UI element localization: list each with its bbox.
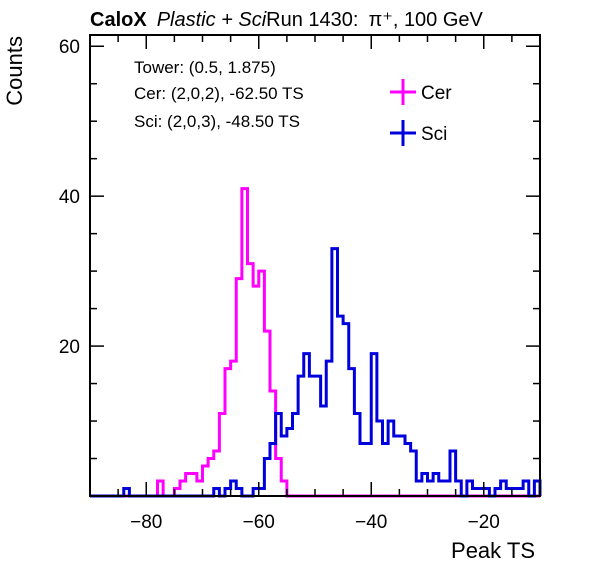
legend-marker-cer: [390, 79, 416, 105]
annotation-tower: Tower: (0.5, 1.875): [134, 58, 276, 77]
header-brand: CaloX: [90, 9, 147, 31]
x-tick-label: −40: [355, 512, 387, 533]
x-tick-label: −20: [468, 512, 500, 533]
y-tick-label: 20: [59, 337, 80, 358]
x-tick-label: −80: [130, 512, 162, 533]
annotation-sci: Sci: (2,0,3), -48.50 TS: [134, 112, 300, 131]
legend-label-sci: Sci: [421, 124, 447, 145]
axis-ticks: −80 −60 −40 −20 20 40 60: [59, 35, 541, 533]
annotation-cer: Cer: (2,0,2), -62.50 TS: [134, 84, 304, 103]
x-tick-label: −60: [243, 512, 275, 533]
y-tick-label: 40: [59, 187, 80, 208]
plot-area: [90, 187, 542, 498]
y-tick-label: 60: [59, 37, 80, 58]
y-axis-title: Counts: [2, 36, 27, 106]
legend-label-cer: Cer: [421, 83, 452, 104]
header-particle: π⁺, 100 GeV: [368, 9, 483, 31]
header-material: Plastic + Sci: [157, 9, 267, 31]
legend: Cer Sci: [390, 79, 452, 146]
plot-frame: [89, 34, 541, 497]
x-axis-title: Peak TS: [451, 538, 535, 563]
chart-header: CaloX Plastic + SciRun 1430: π⁺, 100 GeV: [90, 9, 484, 31]
histogram-sci: [90, 247, 542, 498]
histogram-cer: [90, 187, 540, 498]
legend-marker-sci: [390, 120, 416, 146]
header-run: Run 1430:: [266, 9, 358, 31]
